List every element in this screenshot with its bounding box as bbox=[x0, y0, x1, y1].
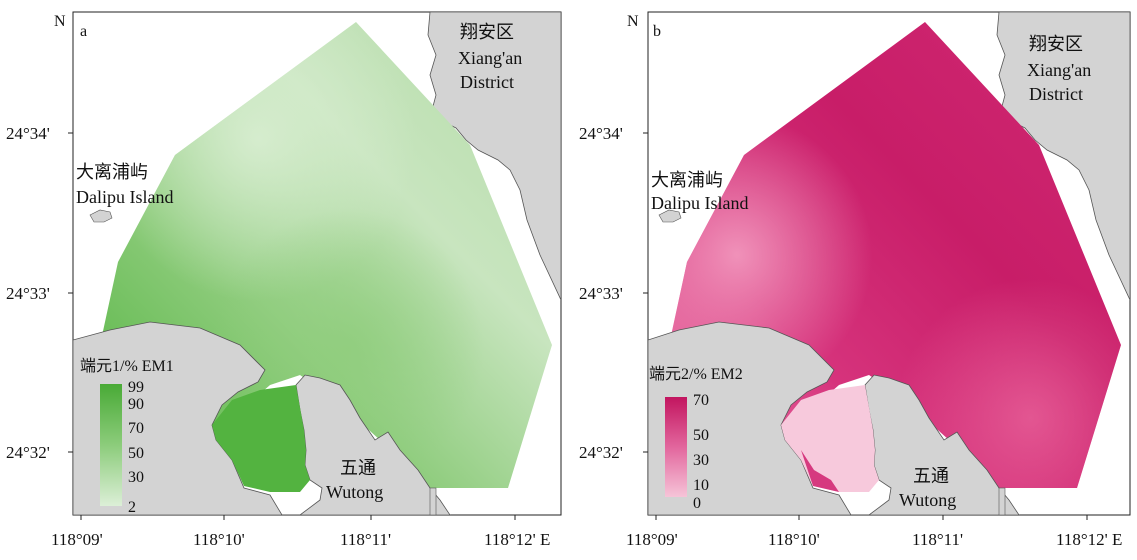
lat-label: 24°32' bbox=[6, 443, 50, 462]
legend-title: 端元2/% EM2 bbox=[649, 365, 743, 383]
label-dalipu-zh: 大离浦屿 bbox=[651, 170, 723, 190]
lat-label: 24°33' bbox=[6, 284, 50, 303]
land-xiangan bbox=[427, 12, 561, 301]
label-xiangan-zh: 翔安区 bbox=[1029, 34, 1083, 54]
lon-label: 118°10' bbox=[193, 530, 245, 549]
panel-letter: a bbox=[80, 23, 87, 40]
label-xiangan-en1: Xiang'an bbox=[1027, 60, 1091, 80]
label-xiangan-en1: Xiang'an bbox=[458, 48, 522, 68]
label-dalipu-en: Dalipu Island bbox=[651, 193, 748, 213]
legend-tick: 50 bbox=[693, 427, 709, 444]
label-wutong-en: Wutong bbox=[326, 482, 383, 502]
lon-label: 118°10' bbox=[768, 530, 820, 549]
legend-title: 端元1/% EM1 bbox=[80, 357, 174, 375]
label-dalipu-en: Dalipu Island bbox=[76, 187, 173, 207]
lon-label: 118°12' E bbox=[1056, 530, 1122, 549]
legend-tick: 2 bbox=[128, 499, 136, 516]
legend-tick: 10 bbox=[693, 477, 709, 494]
legend-tick: 70 bbox=[693, 392, 709, 409]
label-wutong-en: Wutong bbox=[899, 490, 956, 510]
legend-color-bar bbox=[100, 384, 122, 506]
label-xiangan-en2: District bbox=[460, 72, 514, 92]
land-dalipu-island bbox=[658, 209, 682, 223]
legend-tick: 0 bbox=[693, 495, 701, 512]
map-b-svg: N b 翔安区 Xiang'an District 大离浦屿 Dalipu Is… bbox=[579, 11, 1131, 549]
land-xiangan bbox=[996, 12, 1130, 301]
map-panel-a: N a 翔安区 Xiang'an District 大离浦屿 Dalipu Is… bbox=[0, 0, 568, 555]
north-label: N bbox=[627, 13, 639, 30]
lon-label: 118°09' bbox=[626, 530, 678, 549]
lat-label: 24°34' bbox=[579, 124, 623, 143]
inner-bay-water bbox=[212, 385, 310, 492]
panel-letter: b bbox=[653, 23, 661, 40]
land-dalipu-island bbox=[89, 209, 113, 223]
north-label: N bbox=[54, 13, 66, 30]
legend-tick: 99 bbox=[128, 379, 144, 396]
lon-label: 118°12' E bbox=[484, 530, 550, 549]
legend-tick: 30 bbox=[693, 452, 709, 469]
label-wutong-zh: 五通 bbox=[913, 466, 949, 486]
map-a-svg: N a 翔安区 Xiang'an District 大离浦屿 Dalipu Is… bbox=[6, 11, 562, 549]
lon-label: 118°11' bbox=[340, 530, 391, 549]
lat-label: 24°33' bbox=[579, 284, 623, 303]
map-panel-b: N b 翔安区 Xiang'an District 大离浦屿 Dalipu Is… bbox=[569, 0, 1137, 555]
lat-label: 24°32' bbox=[579, 443, 623, 462]
label-wutong-zh: 五通 bbox=[340, 458, 376, 478]
legend-color-bar bbox=[665, 397, 687, 497]
label-dalipu-zh: 大离浦屿 bbox=[76, 162, 148, 182]
lon-label: 118°11' bbox=[912, 530, 963, 549]
legend-tick: 50 bbox=[128, 445, 144, 462]
legend-tick: 70 bbox=[128, 420, 144, 437]
label-xiangan-zh: 翔安区 bbox=[460, 22, 514, 42]
lat-label: 24°34' bbox=[6, 124, 50, 143]
legend-tick: 90 bbox=[128, 396, 144, 413]
lon-label: 118°09' bbox=[51, 530, 103, 549]
legend-tick: 30 bbox=[128, 469, 144, 486]
label-xiangan-en2: District bbox=[1029, 84, 1083, 104]
inner-bay-water bbox=[781, 385, 879, 492]
